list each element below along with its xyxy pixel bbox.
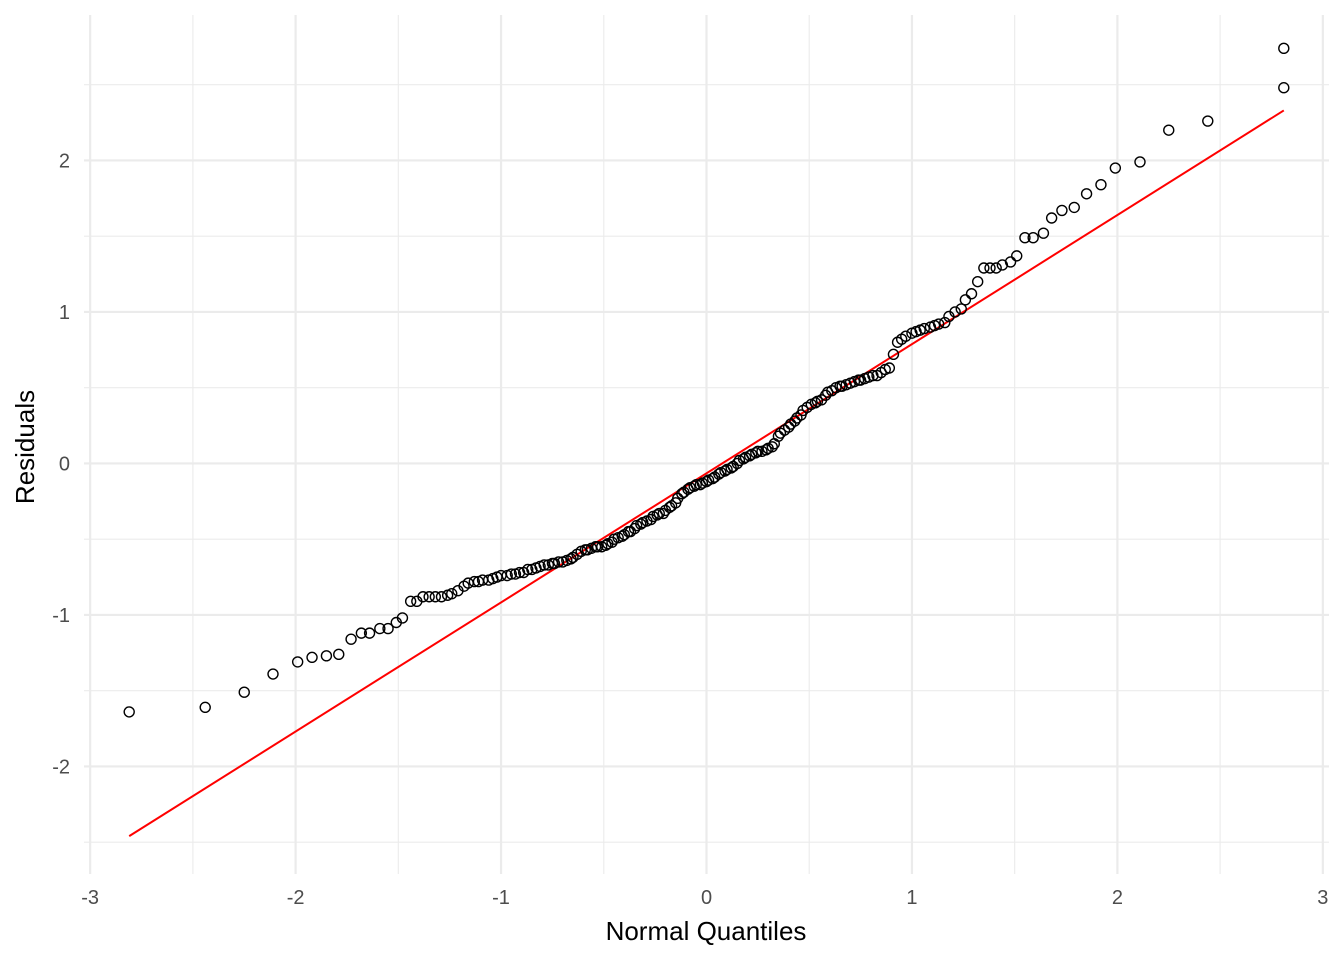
y-tick-label: -1 <box>52 605 70 627</box>
data-point <box>446 588 458 600</box>
data-point <box>382 622 394 635</box>
data-point <box>468 575 481 588</box>
data-point <box>291 656 304 668</box>
data-point <box>782 421 795 433</box>
data-point <box>435 591 448 603</box>
data-point <box>766 441 778 453</box>
x-tick-label: 1 <box>906 887 917 909</box>
y-axis-ticks: -2 -1 0 1 2 <box>52 150 70 778</box>
data-point <box>984 262 996 274</box>
data-point <box>932 318 945 330</box>
data-point <box>978 262 990 274</box>
x-tick-label: 0 <box>701 887 712 909</box>
data-point <box>900 330 912 342</box>
data-point <box>772 430 785 442</box>
data-point <box>355 627 368 639</box>
data-point <box>374 622 386 635</box>
x-tick-label: -1 <box>492 887 510 909</box>
data-point <box>306 651 318 664</box>
data-point <box>750 447 762 459</box>
data-point <box>429 591 442 603</box>
data-point <box>887 348 900 361</box>
data-point <box>1037 227 1050 239</box>
data-point <box>1045 212 1058 224</box>
data-point <box>199 701 211 714</box>
data-point <box>939 316 951 329</box>
data-point <box>809 397 822 409</box>
x-axis-ticks: -3 -2 -1 0 1 2 3 <box>81 887 1328 909</box>
data-point <box>752 445 764 458</box>
data-point <box>760 444 772 456</box>
data-point <box>320 650 333 662</box>
data-point <box>653 507 665 520</box>
data-point <box>955 303 967 315</box>
data-point <box>423 591 435 603</box>
data-point <box>345 633 357 645</box>
data-point <box>1011 250 1023 262</box>
y-tick-label: -2 <box>52 756 70 778</box>
data-point <box>238 686 250 698</box>
data-point <box>333 648 345 661</box>
data-point <box>1278 82 1290 94</box>
data-point <box>404 595 417 608</box>
data-point <box>1202 115 1214 127</box>
data-point <box>657 507 670 520</box>
reference-line-group <box>128 109 1285 837</box>
x-tick-label: -2 <box>287 887 305 909</box>
data-point <box>1163 124 1175 136</box>
data-point <box>417 591 429 603</box>
x-axis-title: Normal Quantiles <box>606 916 807 946</box>
data-point <box>918 322 930 335</box>
x-tick-label: -3 <box>81 887 99 909</box>
data-point <box>990 262 1002 274</box>
data-point <box>1134 156 1146 168</box>
major-grid <box>84 15 1329 874</box>
data-point <box>363 627 376 639</box>
y-axis-title: Residuals <box>10 390 40 504</box>
data-point <box>123 706 135 718</box>
data-point <box>552 556 565 568</box>
data-point <box>789 415 801 427</box>
data-point <box>971 275 984 288</box>
data-points <box>123 42 1290 718</box>
data-point <box>635 518 647 530</box>
data-point <box>600 539 612 551</box>
data-point <box>1095 178 1107 191</box>
data-point <box>1056 204 1068 217</box>
data-point <box>965 288 978 300</box>
data-point <box>591 541 604 553</box>
data-point <box>1027 232 1039 244</box>
data-point <box>1004 256 1017 268</box>
y-tick-label: 0 <box>59 453 70 475</box>
x-tick-label: 2 <box>1112 887 1123 909</box>
data-point <box>949 306 961 318</box>
data-point <box>505 568 518 580</box>
data-point <box>1080 188 1093 200</box>
data-point <box>1109 162 1122 174</box>
data-point <box>1019 232 1031 244</box>
data-point <box>522 563 534 576</box>
data-point <box>1278 42 1290 55</box>
reference-line <box>128 109 1285 837</box>
y-tick-label: 1 <box>59 302 70 324</box>
y-tick-label: 2 <box>59 150 70 172</box>
data-point <box>959 294 972 306</box>
data-point <box>1068 201 1080 214</box>
data-point <box>267 668 279 680</box>
data-point <box>690 478 702 491</box>
x-tick-label: 3 <box>1317 887 1328 909</box>
data-point <box>396 612 409 624</box>
data-point <box>883 362 896 374</box>
